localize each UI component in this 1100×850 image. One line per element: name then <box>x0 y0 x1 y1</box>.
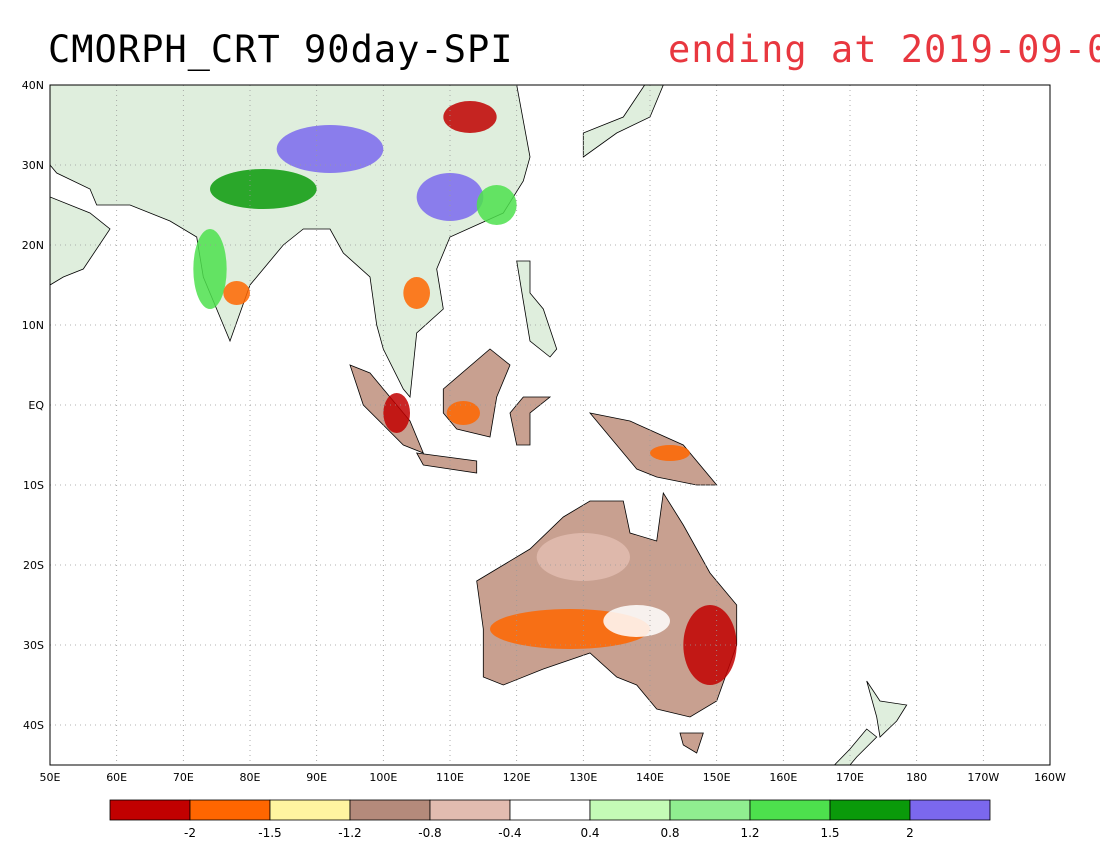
colorbar-label: -2 <box>184 826 196 840</box>
colorbar-swatch <box>269 799 351 821</box>
region-australia <box>476 491 738 718</box>
colorbar-swatch <box>509 799 591 821</box>
x-tick-label: 90E <box>306 771 327 784</box>
map-frame <box>49 84 1051 766</box>
y-tick-label: EQ <box>28 399 44 412</box>
region-new-zealand-south <box>833 728 878 765</box>
x-tick-label: 150E <box>703 771 731 784</box>
x-tick-label: 70E <box>173 771 194 784</box>
patch-australia-interior-white <box>603 605 671 637</box>
patch-new-guinea-dry <box>650 445 690 461</box>
patch-australia-north-light <box>536 533 630 581</box>
y-tick-label: 40S <box>23 719 44 732</box>
y-tick-label: 10S <box>23 479 44 492</box>
colorbar-swatch <box>589 799 671 821</box>
x-tick-label: 110E <box>436 771 464 784</box>
colorbar-swatch <box>749 799 831 821</box>
colorbar-label: -0.4 <box>498 826 521 840</box>
patch-borneo-dry <box>446 401 481 425</box>
colorbar-swatch <box>829 799 911 821</box>
map-title: CMORPH_CRT 90day-SPI <box>48 28 514 71</box>
patch-china-wet <box>416 173 484 221</box>
patch-india-wet-band <box>193 229 227 309</box>
patch-indochina-dry <box>403 277 430 309</box>
x-tick-label: 180 <box>906 771 927 784</box>
colorbar-swatch <box>109 799 191 821</box>
x-tick-label: 50E <box>40 771 61 784</box>
x-tick-label: 170W <box>967 771 999 784</box>
y-tick-label: 10N <box>22 319 44 332</box>
colorbar-label: 1.5 <box>820 826 839 840</box>
y-tick-label: 20N <box>22 239 44 252</box>
region-japan <box>582 85 664 158</box>
region-arabia <box>50 196 111 286</box>
x-tick-label: 140E <box>636 771 664 784</box>
patch-china-south-wet <box>476 185 517 225</box>
longitude-tick-labels: 50E 60E 70E 80E 90E 100E 110E 120E 130E 140E 150E 1… <box>40 771 1067 784</box>
patch-north-china-dry <box>443 101 497 133</box>
colorbar-label: 0.4 <box>580 826 599 840</box>
colorbar-label: 1.2 <box>740 826 759 840</box>
y-tick-label: 40N <box>22 79 44 92</box>
latitude-tick-labels: 40N 30N 20N 10N EQ 10S 20S 30S 40S <box>22 79 45 732</box>
patch-tibet-wet <box>276 125 384 173</box>
x-tick-label: 160W <box>1034 771 1066 784</box>
x-tick-label: 60E <box>106 771 127 784</box>
region-sulawesi <box>509 396 552 446</box>
patch-himalaya-wet <box>210 169 317 209</box>
region-new-zealand-north <box>866 680 908 738</box>
x-tick-label: 80E <box>240 771 261 784</box>
graticule <box>50 85 1050 765</box>
region-philippines <box>516 260 558 358</box>
y-tick-label: 30S <box>23 639 44 652</box>
region-java <box>415 452 478 474</box>
patch-sumatra-dry <box>383 393 410 433</box>
region-borneo <box>442 348 511 438</box>
y-tick-label: 30N <box>22 159 44 172</box>
map-subtitle: ending at 2019-09-08 <box>668 28 1100 71</box>
colorbar-label: 0.8 <box>660 826 679 840</box>
colorbar-swatch <box>909 799 991 821</box>
colorbar: -2 -1.5 -1.2 -0.8 -0.4 0.4 0.8 1.2 1.5 2 <box>109 799 991 840</box>
y-tick-label: 20S <box>23 559 44 572</box>
colorbar-swatch <box>669 799 751 821</box>
colorbar-swatch <box>349 799 431 821</box>
patch-india-dry <box>223 281 251 305</box>
land-regions <box>50 85 908 765</box>
colorbar-label: -1.5 <box>258 826 281 840</box>
colorbar-swatch <box>429 799 511 821</box>
colorbar-swatch <box>189 799 271 821</box>
colorbar-label: 2 <box>906 826 914 840</box>
x-tick-label: 130E <box>569 771 597 784</box>
region-asia-mainland <box>50 85 531 398</box>
colorbar-label: -0.8 <box>418 826 441 840</box>
x-tick-label: 160E <box>769 771 797 784</box>
colorbar-label: -1.2 <box>338 826 361 840</box>
x-tick-label: 170E <box>836 771 864 784</box>
x-tick-label: 120E <box>503 771 531 784</box>
region-tasmania <box>679 732 704 754</box>
x-tick-label: 100E <box>369 771 397 784</box>
